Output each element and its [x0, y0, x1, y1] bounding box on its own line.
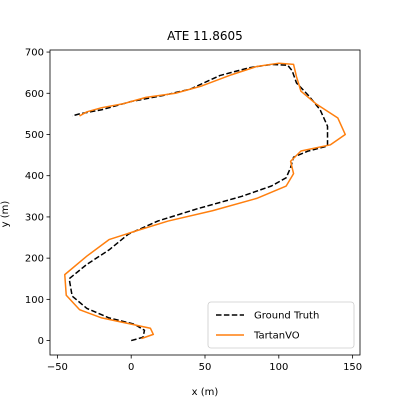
x-tick-label: −50	[47, 362, 68, 373]
legend: Ground Truth TartanVO	[207, 301, 355, 349]
y-tick-label: 400	[25, 171, 44, 182]
y-tick-label: 0	[38, 336, 44, 347]
x-axis-label: x (m)	[192, 387, 219, 398]
series-line-ground-truth	[68, 63, 329, 342]
y-tick-label: 200	[25, 254, 44, 265]
legend-label-tartanvo: TartanVO	[253, 331, 300, 342]
legend-label-ground-truth: Ground Truth	[254, 311, 319, 322]
y-tick-label: 600	[25, 89, 44, 100]
x-tick-label: 50	[199, 362, 212, 373]
x-tick-label: 0	[128, 362, 134, 373]
x-tick-label: 150	[343, 362, 362, 373]
y-tick-label: 700	[25, 48, 44, 59]
series-line-tartanvo	[64, 62, 346, 340]
chart-title: ATE 11.8605	[167, 29, 243, 43]
y-axis-label: y (m)	[0, 201, 11, 228]
x-tick-label: 100	[269, 362, 288, 373]
y-tick-label: 300	[25, 212, 44, 223]
plot-area	[64, 62, 346, 342]
axes: −50 0 50 100 150 0 100 200 300 400 500 600 700	[25, 48, 362, 373]
y-tick-label: 500	[25, 130, 44, 141]
y-tick-label: 100	[25, 295, 44, 306]
legend-box	[207, 301, 355, 349]
